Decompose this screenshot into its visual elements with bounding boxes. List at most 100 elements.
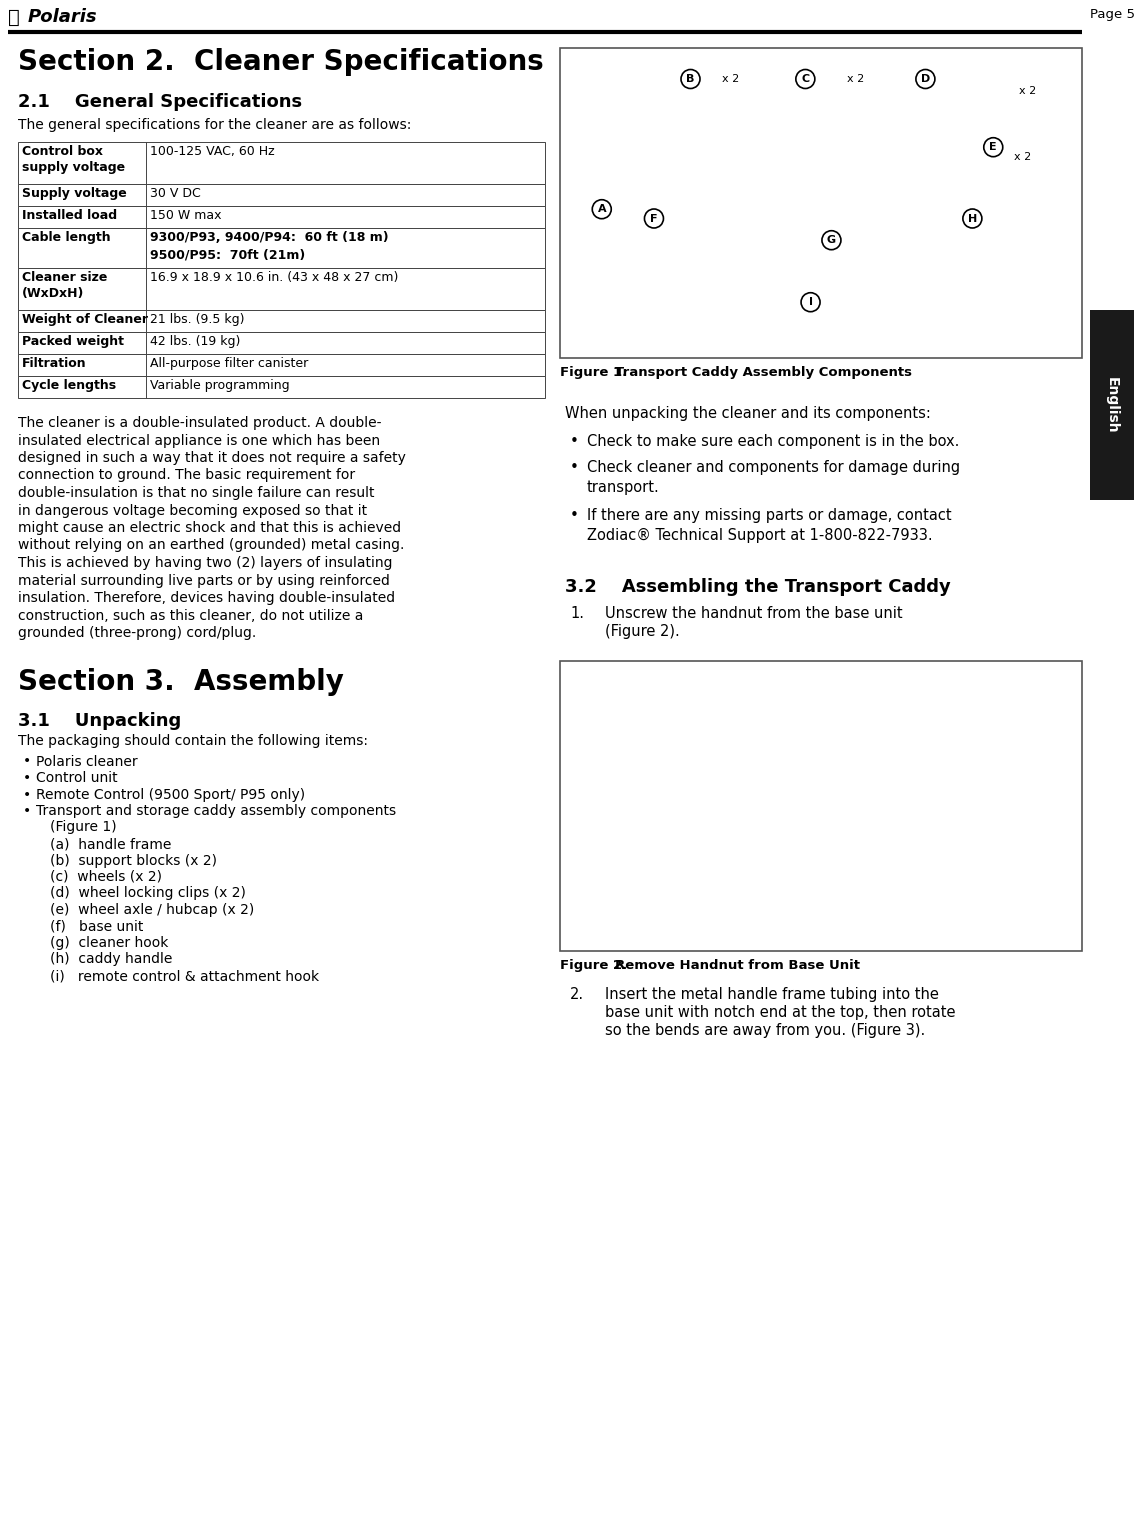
Text: Ⓟ: Ⓟ (8, 8, 19, 27)
Bar (18, 206, 545, 228)
Text: (h)  caddy handle: (h) caddy handle (50, 952, 173, 967)
Text: Remote Control (9500 Sport/ P95 only): Remote Control (9500 Sport/ P95 only) (36, 788, 306, 802)
Text: x 2: x 2 (1019, 87, 1037, 97)
Circle shape (592, 200, 611, 219)
Text: (Figure 2).: (Figure 2). (605, 624, 679, 639)
Circle shape (916, 70, 935, 88)
Text: Control unit: Control unit (36, 771, 118, 785)
Text: Page 5: Page 5 (1091, 8, 1135, 21)
Text: 3.2    Assembling the Transport Caddy: 3.2 Assembling the Transport Caddy (565, 578, 951, 597)
Circle shape (644, 209, 663, 228)
Text: (i)   remote control & attachment hook: (i) remote control & attachment hook (50, 968, 319, 984)
Text: Polaris: Polaris (28, 8, 98, 26)
Bar (18, 228, 545, 269)
Text: (g)  cleaner hook: (g) cleaner hook (50, 937, 168, 950)
Text: (a)  handle frame: (a) handle frame (50, 836, 172, 852)
Circle shape (822, 231, 841, 249)
Text: G: G (827, 235, 836, 246)
Text: If there are any missing parts or damage, contact
Zodiac® Technical Support at 1: If there are any missing parts or damage… (587, 509, 952, 543)
Text: insulated electrical appliance is one which has been: insulated electrical appliance is one wh… (18, 434, 381, 448)
Text: Supply voltage: Supply voltage (22, 187, 127, 200)
Text: F: F (650, 214, 658, 223)
Text: 2.1    General Specifications: 2.1 General Specifications (18, 93, 302, 111)
Text: Cable length: Cable length (22, 231, 110, 244)
Text: connection to ground. The basic requirement for: connection to ground. The basic requirem… (18, 469, 356, 483)
Circle shape (796, 70, 815, 88)
Text: 42 lbs. (19 kg): 42 lbs. (19 kg) (150, 335, 241, 348)
Text: Packed weight: Packed weight (22, 335, 124, 348)
Text: in dangerous voltage becoming exposed so that it: in dangerous voltage becoming exposed so… (18, 504, 367, 518)
Text: Variable programming: Variable programming (150, 380, 290, 392)
Text: When unpacking the cleaner and its components:: When unpacking the cleaner and its compo… (565, 405, 930, 420)
Text: so the bends are away from you. (Figure 3).: so the bends are away from you. (Figure … (605, 1023, 925, 1038)
Text: (Figure 1): (Figure 1) (50, 821, 117, 835)
Text: (c)  wheels (x 2): (c) wheels (x 2) (50, 870, 162, 883)
Circle shape (963, 209, 982, 228)
Text: Filtration: Filtration (22, 357, 86, 370)
Text: B: B (686, 74, 695, 83)
Text: •: • (570, 509, 579, 524)
Text: 9500/P95:  70ft (21m): 9500/P95: 70ft (21m) (150, 247, 306, 261)
Text: A: A (598, 205, 607, 214)
Text: double-insulation is that no single failure can result: double-insulation is that no single fail… (18, 486, 375, 499)
Text: x 2: x 2 (1014, 152, 1031, 161)
Bar (1091, 310, 1134, 499)
Text: H: H (968, 214, 977, 223)
Text: •: • (23, 788, 32, 802)
Bar (18, 354, 545, 376)
Text: 2.: 2. (570, 987, 584, 1002)
Text: The packaging should contain the following items:: The packaging should contain the followi… (18, 735, 368, 748)
Text: grounded (three-prong) cord/plug.: grounded (three-prong) cord/plug. (18, 625, 257, 641)
Text: Section 2.  Cleaner Specifications: Section 2. Cleaner Specifications (18, 49, 544, 76)
Text: designed in such a way that it does not require a safety: designed in such a way that it does not … (18, 451, 406, 465)
Text: E: E (989, 143, 997, 152)
Text: D: D (921, 74, 930, 83)
Circle shape (984, 138, 1003, 156)
Bar (18, 143, 545, 184)
Circle shape (801, 293, 820, 311)
Text: All-purpose filter canister: All-purpose filter canister (150, 357, 308, 370)
Text: construction, such as this cleaner, do not utilize a: construction, such as this cleaner, do n… (18, 609, 364, 622)
Text: Control box
supply voltage: Control box supply voltage (22, 146, 125, 175)
Text: 21 lbs. (9.5 kg): 21 lbs. (9.5 kg) (150, 313, 244, 326)
Text: Weight of Cleaner: Weight of Cleaner (22, 313, 148, 326)
Text: •: • (23, 754, 32, 768)
Text: might cause an electric shock and that this is achieved: might cause an electric shock and that t… (18, 521, 401, 534)
Text: Polaris cleaner: Polaris cleaner (36, 754, 137, 768)
Bar (18, 332, 545, 354)
Text: Installed load: Installed load (22, 209, 117, 222)
Text: Insert the metal handle frame tubing into the: Insert the metal handle frame tubing int… (605, 987, 938, 1002)
Text: The general specifications for the cleaner are as follows:: The general specifications for the clean… (18, 118, 411, 132)
Text: C: C (801, 74, 810, 83)
Text: 3.1    Unpacking: 3.1 Unpacking (18, 712, 182, 730)
Text: (e)  wheel axle / hubcap (x 2): (e) wheel axle / hubcap (x 2) (50, 903, 254, 917)
Text: I: I (809, 298, 812, 307)
Text: Section 3.  Assembly: Section 3. Assembly (18, 668, 344, 697)
Text: without relying on an earthed (grounded) metal casing.: without relying on an earthed (grounded)… (18, 539, 404, 553)
Text: x 2: x 2 (721, 74, 740, 83)
Circle shape (680, 70, 700, 88)
Text: Check cleaner and components for damage during
transport.: Check cleaner and components for damage … (587, 460, 960, 495)
Bar (18, 376, 545, 398)
Text: insulation. Therefore, devices having double-insulated: insulation. Therefore, devices having do… (18, 591, 395, 606)
Bar (560, 49, 1081, 358)
Text: 9300/P93, 9400/P94:  60 ft (18 m): 9300/P93, 9400/P94: 60 ft (18 m) (150, 231, 389, 244)
Text: (f)   base unit: (f) base unit (50, 920, 143, 934)
Bar (18, 269, 545, 310)
Text: (d)  wheel locking clips (x 2): (d) wheel locking clips (x 2) (50, 887, 245, 900)
Text: Figure 2.: Figure 2. (560, 959, 627, 972)
Text: Check to make sure each component is in the box.: Check to make sure each component is in … (587, 434, 960, 449)
Text: •: • (570, 434, 579, 449)
Text: •: • (23, 771, 32, 785)
Text: 100-125 VAC, 60 Hz: 100-125 VAC, 60 Hz (150, 146, 275, 158)
Text: Cleaner size
(WxDxH): Cleaner size (WxDxH) (22, 272, 108, 301)
Text: base unit with notch end at the top, then rotate: base unit with notch end at the top, the… (605, 1005, 955, 1020)
Text: x 2: x 2 (847, 74, 864, 83)
Text: Cycle lengths: Cycle lengths (22, 380, 116, 392)
Text: 150 W max: 150 W max (150, 209, 222, 222)
Bar (560, 660, 1081, 950)
Text: This is achieved by having two (2) layers of insulating: This is achieved by having two (2) layer… (18, 556, 393, 569)
Text: Unscrew the handnut from the base unit: Unscrew the handnut from the base unit (605, 606, 903, 621)
Text: 30 V DC: 30 V DC (150, 187, 201, 200)
Text: Transport Caddy Assembly Components: Transport Caddy Assembly Components (615, 366, 912, 380)
